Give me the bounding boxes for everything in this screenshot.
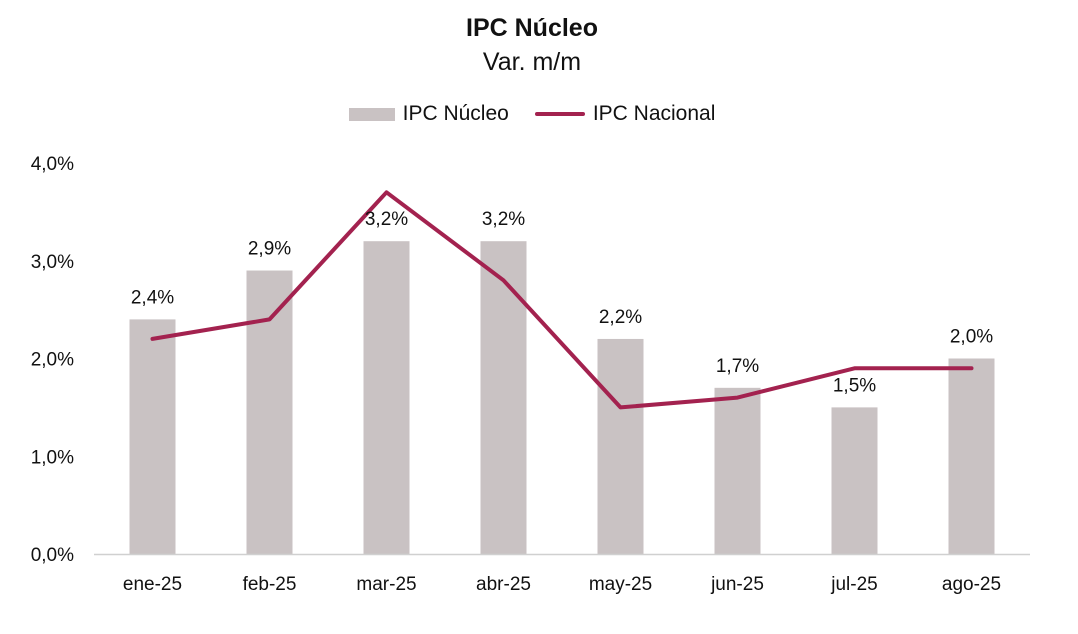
x-tick-label: abr-25 bbox=[476, 574, 531, 595]
x-tick-label: ago-25 bbox=[942, 574, 1001, 595]
data-label-jul-25: 1,5% bbox=[833, 375, 876, 396]
data-label-ago-25: 2,0% bbox=[950, 327, 993, 348]
bar-ago-25 bbox=[948, 358, 995, 554]
chart-subtitle: Var. m/m bbox=[482, 48, 582, 76]
y-tick-label: 3,0% bbox=[31, 252, 74, 273]
data-label-may-25: 2,2% bbox=[599, 307, 642, 328]
legend-swatch-nucleo bbox=[348, 107, 395, 121]
bar-mar-25 bbox=[363, 241, 410, 554]
data-label-jun-25: 1,7% bbox=[716, 356, 759, 377]
data-label-mar-25: 3,2% bbox=[365, 209, 408, 230]
legend-label-nacional: IPC Nacional bbox=[592, 102, 716, 125]
bar-ene-25 bbox=[129, 319, 176, 554]
x-tick-label: mar-25 bbox=[356, 574, 416, 595]
x-tick-label: feb-25 bbox=[243, 574, 297, 595]
chart-legend: IPC Núcleo IPC Nacional bbox=[0, 102, 1064, 126]
x-tick-label: ene-25 bbox=[123, 574, 182, 595]
data-label-feb-25: 2,9% bbox=[248, 239, 291, 260]
bar-may-25 bbox=[597, 338, 644, 554]
y-tick-label: 1,0% bbox=[31, 447, 74, 468]
x-tick-label: may-25 bbox=[589, 574, 652, 595]
y-tick-label: 4,0% bbox=[31, 154, 74, 175]
legend-label-nucleo: IPC Núcleo bbox=[402, 102, 509, 125]
legend-item-nucleo: IPC Núcleo bbox=[348, 102, 509, 126]
x-tick-label: jul-25 bbox=[830, 574, 877, 595]
bar-abr-25 bbox=[480, 241, 527, 554]
legend-item-nacional: IPC Nacional bbox=[534, 102, 716, 126]
data-label-abr-25: 3,2% bbox=[482, 209, 525, 230]
y-tick-label: 0,0% bbox=[31, 545, 74, 566]
y-tick-label: 2,0% bbox=[31, 350, 74, 371]
bar-jun-25 bbox=[714, 387, 761, 554]
data-label-ene-25: 2,4% bbox=[131, 287, 174, 308]
bar-feb-25 bbox=[246, 270, 293, 554]
chart-title: IPC Núcleo bbox=[466, 14, 598, 42]
legend-swatch-nacional bbox=[534, 112, 585, 116]
bar-jul-25 bbox=[831, 407, 878, 554]
line-ipc-nacional bbox=[150, 190, 974, 410]
x-tick-label: jun-25 bbox=[710, 574, 764, 595]
